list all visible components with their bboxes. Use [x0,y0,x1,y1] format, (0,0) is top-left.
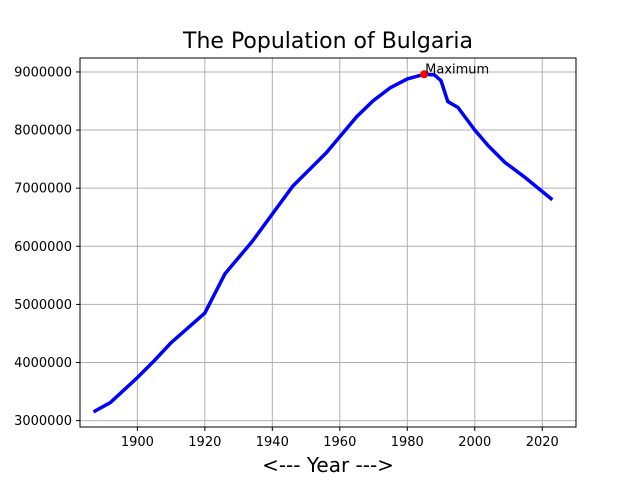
y-tick-label: 4000000 [14,356,72,371]
grid [80,58,576,427]
chart-title: The Population of Bulgaria [182,29,473,54]
y-tick-label: 3000000 [14,414,72,429]
x-tick-label: 1900 [121,435,154,450]
annotations: Maximum [420,62,489,79]
y-tick-label: 8000000 [14,124,72,139]
y-tick-label: 7000000 [14,182,72,197]
x-tick-label: 1920 [188,435,221,450]
population-line [92,72,554,414]
y-tick-label: 9000000 [14,65,72,80]
axis-ticks: 1900 1920 1940 1960 1980 2000 2020 3000000 40000… [14,65,559,450]
series-lines [92,72,554,414]
x-tick-label: 1980 [391,435,424,450]
maximum-annotation: Maximum [425,62,489,77]
y-tick-label: 5000000 [14,298,72,313]
x-tick-label: 1940 [256,435,289,450]
maximum-marker [420,70,429,79]
x-tick-label: 2000 [458,435,491,450]
y-tick-label: 6000000 [14,240,72,255]
x-axis-label: <--- Year ---> [262,453,394,477]
x-tick-label: 2020 [526,435,559,450]
x-tick-label: 1960 [323,435,356,450]
plot-frame [79,57,577,428]
